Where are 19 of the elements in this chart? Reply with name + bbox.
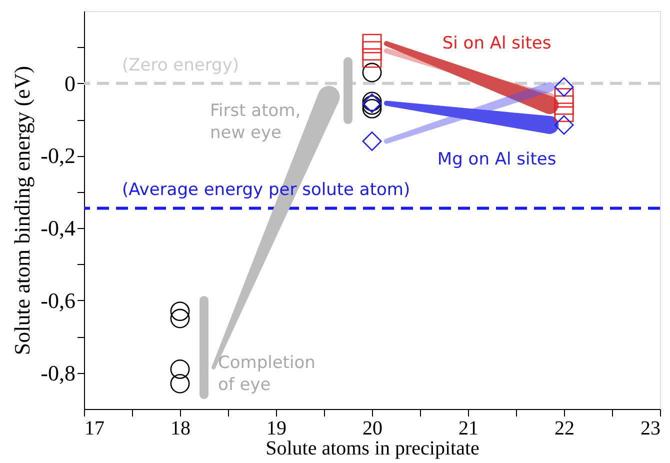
y-tick-label: 0 (64, 70, 76, 96)
x-tick-label: 18 (170, 418, 190, 440)
y-tick-label: -0,8 (40, 360, 76, 386)
ref-line-label: (Average energy per solute atom) (122, 180, 410, 200)
x-tick-label: 19 (266, 418, 286, 440)
x-tick-label: 21 (458, 418, 478, 440)
x-tick-label: 22 (554, 418, 574, 440)
y-axis-title: Solute atom binding energy (eV) (10, 66, 35, 356)
annotation: First atom, new eye (210, 101, 301, 143)
annotation: Completion of eye (218, 353, 316, 395)
text: Si on Al sites (442, 34, 552, 54)
x-tick-label: 20 (362, 418, 382, 440)
y-tick-label: -0,4 (40, 216, 76, 241)
x-axis-title: Solute atoms in precipitate (266, 438, 480, 460)
y-tick-label: -0,6 (40, 288, 76, 313)
x-tick-label: 17 (84, 418, 104, 440)
y-tick-label: -0,2 (40, 143, 76, 168)
series-label: Mg on Al sites (437, 149, 556, 170)
x-tick-label: 23 (640, 418, 660, 440)
